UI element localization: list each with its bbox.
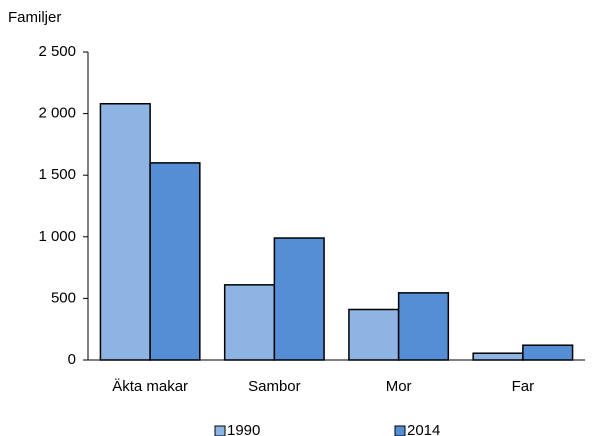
bar [522,344,574,361]
bar [472,352,524,361]
bar [149,162,201,361]
bar [99,102,151,361]
y-tick-label: 1 500 [38,166,76,183]
y-tick-label: 1 000 [38,228,76,245]
legend-label: 1990 [227,422,260,436]
bar [348,308,400,361]
bar [223,284,276,361]
y-tick-label: 500 [51,289,76,306]
x-tick-label: Far [512,378,535,395]
legend-label: 2014 [407,422,440,436]
x-tick-label: Äkta makar [112,378,188,395]
x-tick-label: Mor [386,378,412,395]
bar [273,237,325,361]
legend-swatch [394,425,406,436]
y-axis-label: Familjer [8,9,61,26]
bar [397,292,450,361]
y-tick-label: 2 000 [38,105,76,122]
y-tick-label: 0 [68,351,76,368]
x-tick-label: Sambor [248,378,301,395]
y-tick-label: 2 500 [38,43,76,60]
legend-swatch [214,425,226,436]
